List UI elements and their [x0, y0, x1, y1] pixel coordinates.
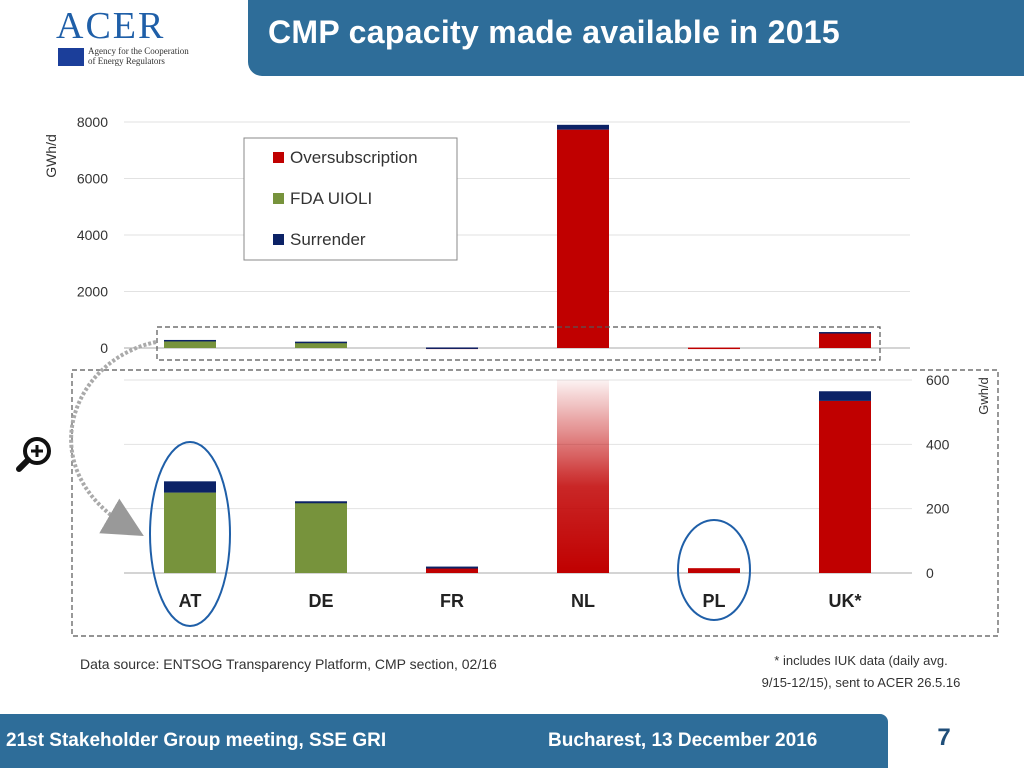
legend-swatch: [273, 193, 284, 204]
legend-label: Oversubscription: [290, 148, 418, 167]
logo-subtitle-line2: of Energy Regulators: [88, 56, 165, 66]
logo-subtitle: Agency for the Cooperation of Energy Reg…: [88, 46, 189, 66]
legend-swatch: [273, 234, 284, 245]
bottom-y-tick-label: 400: [926, 436, 950, 452]
top-y-tick-label: 6000: [77, 171, 108, 187]
magnifier-handle: [16, 457, 31, 472]
legend-label: Surrender: [290, 230, 366, 249]
x-category-label: FR: [440, 591, 464, 611]
top-bar-NL-surrender: [557, 124, 609, 130]
footer-location-date: Bucharest, 13 December 2016: [548, 730, 818, 751]
data-source: Data source: ENTSOG Transparency Platfor…: [80, 656, 497, 672]
top-y-tick-label: 0: [100, 340, 108, 356]
bottom-bar-UK*-surrender: [819, 391, 871, 401]
top-y-tick-label: 8000: [77, 114, 108, 130]
top-y-tick-label: 2000: [77, 284, 108, 300]
footnote-line1: * includes IUK data (daily avg.: [774, 653, 948, 668]
page-title: CMP capacity made available in 2015: [268, 14, 840, 50]
x-category-label: UK*: [828, 591, 861, 611]
eu-flag-icon: [58, 48, 84, 66]
zoom-arrow: [69, 340, 157, 537]
top-bar-FR-surrender: [426, 347, 478, 349]
logo-subtitle-line1: Agency for the Cooperation: [88, 46, 189, 56]
x-category-label: NL: [571, 591, 595, 611]
x-category-label: DE: [308, 591, 333, 611]
bottom-y-tick-label: 200: [926, 501, 950, 517]
top-y-tick-label: 4000: [77, 227, 108, 243]
top-bar-PL-oversubscription: [688, 347, 740, 350]
footnote-line2: 9/15-12/15), sent to ACER 26.5.16: [761, 675, 961, 690]
bottom-bar-FR-oversubscription: [426, 568, 478, 573]
bottom-y-axis-label: Gwh/d: [976, 377, 991, 415]
top-bar-DE-fda-uioli: [295, 341, 347, 348]
bottom-y-tick-label: 0: [926, 565, 934, 581]
x-category-label: PL: [702, 591, 725, 611]
title-bar: CMP capacity made available in 2015: [248, 0, 1024, 76]
bottom-bar-AT-fda-uioli: [164, 492, 216, 573]
zoom-source-box: [156, 326, 881, 361]
acer-logo: ACER Agency for the Cooperation of Energ…: [56, 6, 246, 70]
zoom-panel-box: [71, 369, 999, 637]
legend-label: FDA UIOLI: [290, 189, 372, 208]
highlight-ellipse-AT: [149, 441, 231, 627]
bottom-bar-AT-surrender: [164, 481, 216, 493]
footer-meeting: 21st Stakeholder Group meeting, SSE GRI: [6, 730, 387, 751]
top-bar-AT-surrender: [164, 339, 216, 342]
bottom-bar-FR-surrender: [426, 566, 478, 569]
top-bar-AT-fda-uioli: [164, 340, 216, 348]
top-bar-UK*-oversubscription: [819, 332, 871, 348]
bottom-bar-DE-fda-uioli: [295, 502, 347, 573]
bottom-y-tick-label: 600: [926, 372, 950, 388]
footer-bar: 21st Stakeholder Group meeting, SSE GRI …: [0, 714, 888, 768]
logo-wordmark: ACER: [56, 5, 166, 47]
bottom-bar-NL-oversubscription: [557, 380, 609, 573]
bottom-bar-PL-oversubscription: [688, 568, 740, 573]
top-bar-NL-oversubscription: [557, 129, 609, 348]
highlight-ellipse-PL: [677, 519, 751, 621]
bottom-bar-DE-surrender: [295, 501, 347, 504]
x-category-label: AT: [179, 591, 202, 611]
top-bar-UK*-surrender: [819, 332, 871, 334]
footnote: * includes IUK data (daily avg. 9/15-12/…: [716, 650, 1006, 694]
bottom-bar-UK*-oversubscription: [819, 400, 871, 573]
top-y-axis-label: GWh/d: [43, 134, 59, 178]
top-bar-DE-surrender: [295, 341, 347, 344]
page-number: 7: [937, 724, 951, 751]
legend-swatch: [273, 152, 284, 163]
